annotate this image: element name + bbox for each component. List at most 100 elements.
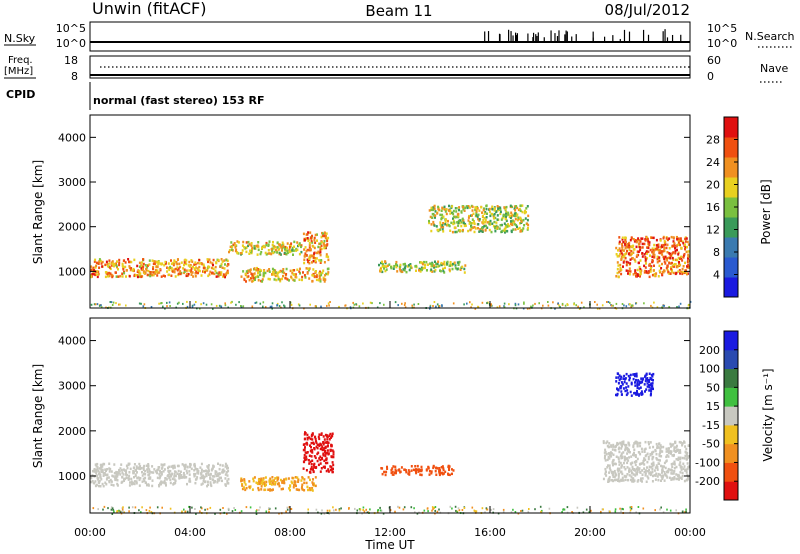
data-cell <box>301 476 304 479</box>
data-cell <box>324 452 327 455</box>
data-cell <box>618 460 621 463</box>
data-cell <box>199 307 201 310</box>
data-cell <box>681 510 684 513</box>
data-cell <box>622 249 625 252</box>
data-cell <box>323 512 326 515</box>
data-cell <box>651 247 654 250</box>
data-cell <box>461 265 464 269</box>
data-cell <box>408 470 411 474</box>
data-cell <box>211 262 214 265</box>
data-cell <box>314 435 317 439</box>
data-cell <box>648 465 651 468</box>
data-cell <box>455 509 457 512</box>
data-cell <box>119 303 121 306</box>
data-cell <box>631 304 634 307</box>
data-cell <box>452 212 455 216</box>
data-cell <box>255 244 258 248</box>
x-tick-label: 20:00 <box>574 526 606 539</box>
data-cell <box>415 264 418 268</box>
data-cell <box>196 476 199 479</box>
data-cell <box>138 462 141 466</box>
data-cell <box>284 276 287 280</box>
data-cell <box>289 485 292 488</box>
data-cell <box>684 469 687 472</box>
data-cell <box>515 205 518 208</box>
data-cell <box>173 270 176 274</box>
data-cell <box>681 272 684 276</box>
data-cell <box>315 440 317 443</box>
data-cell <box>159 471 162 474</box>
data-cell <box>309 437 312 441</box>
data-cell <box>214 512 216 515</box>
data-cell <box>417 470 420 473</box>
data-cell <box>93 482 96 485</box>
data-cell <box>220 271 223 274</box>
data-cell <box>677 251 680 255</box>
data-cell <box>676 473 679 477</box>
data-cell <box>270 305 273 308</box>
data-cell <box>489 219 492 223</box>
data-cell <box>652 269 655 272</box>
data-cell <box>383 470 386 474</box>
data-cell <box>433 506 436 509</box>
data-cell <box>108 462 111 465</box>
data-cell <box>237 252 240 255</box>
data-cell <box>303 237 306 241</box>
data-cell <box>305 458 308 461</box>
data-cell <box>624 475 627 478</box>
data-cell <box>644 266 647 269</box>
data-cell <box>312 256 315 259</box>
data-cell <box>495 221 498 224</box>
data-cell <box>311 438 314 441</box>
data-cell <box>188 260 191 264</box>
data-cell <box>106 468 109 471</box>
data-cell <box>432 208 434 212</box>
data-cell <box>255 301 258 304</box>
data-cell <box>510 211 513 214</box>
data-cell <box>273 245 276 249</box>
data-cell <box>440 216 443 220</box>
data-cell <box>119 510 122 513</box>
nsearch-tick-bottom: 10^0 <box>707 37 737 50</box>
data-cell <box>658 442 661 446</box>
data-cell <box>225 471 228 474</box>
data-cell <box>241 487 244 491</box>
data-cell <box>410 465 413 468</box>
data-cell <box>619 461 622 465</box>
data-cell <box>272 272 275 276</box>
data-cell <box>495 227 498 230</box>
data-cell <box>659 459 661 462</box>
data-cell <box>438 473 441 477</box>
data-cell <box>132 471 135 475</box>
data-cell <box>617 249 619 252</box>
data-cell <box>154 470 157 473</box>
data-cell <box>631 467 634 471</box>
data-cell <box>685 510 687 513</box>
data-cell <box>200 274 203 277</box>
data-cell <box>452 469 455 472</box>
data-cell <box>212 464 215 468</box>
data-cell <box>226 512 228 515</box>
data-cell <box>303 261 306 265</box>
data-cell <box>320 273 323 277</box>
data-cell <box>471 303 473 306</box>
data-cell <box>262 477 265 480</box>
data-cell <box>173 482 176 485</box>
data-cell <box>109 272 112 275</box>
data-cell <box>322 269 325 272</box>
data-cell <box>622 255 625 259</box>
data-cell <box>176 302 179 305</box>
data-cell <box>170 267 173 270</box>
data-cell <box>319 246 322 249</box>
data-cell <box>674 249 677 253</box>
data-cell <box>618 374 621 377</box>
data-cell <box>114 477 117 480</box>
data-cell <box>267 249 270 252</box>
data-cell <box>310 466 313 469</box>
data-cell <box>161 466 164 469</box>
data-cell <box>401 270 404 273</box>
data-cell <box>188 473 191 476</box>
data-cell <box>314 241 317 244</box>
data-cell <box>447 209 450 212</box>
data-cell <box>661 469 664 472</box>
